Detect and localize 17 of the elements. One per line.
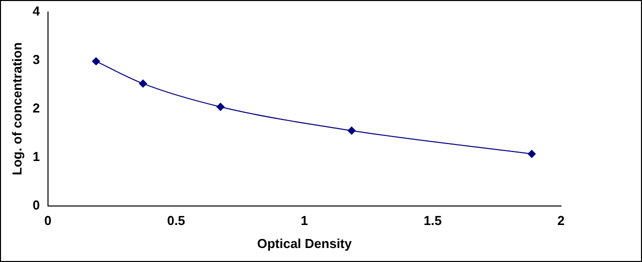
x-tick-label: 0	[44, 213, 52, 228]
point	[348, 126, 356, 135]
y-tick-label: 2	[32, 100, 40, 116]
point	[528, 150, 536, 158]
y-tick-label: 0	[32, 197, 40, 212]
x-tick-label: 1.5	[424, 213, 442, 228]
x-tick-label: 2	[557, 213, 565, 228]
y-axis-title: Log. of concentration	[9, 42, 24, 176]
point	[139, 80, 148, 88]
y-tick-label: 3	[32, 52, 40, 67]
point	[92, 57, 100, 66]
y-tick-label: 4	[32, 3, 41, 18]
x-tick-label: 0.5	[167, 213, 186, 228]
point	[216, 102, 225, 111]
x-tick-label: 1	[300, 213, 308, 228]
x-axis-title: Optical Density	[257, 236, 352, 251]
y-tick-label: 1	[32, 148, 40, 164]
